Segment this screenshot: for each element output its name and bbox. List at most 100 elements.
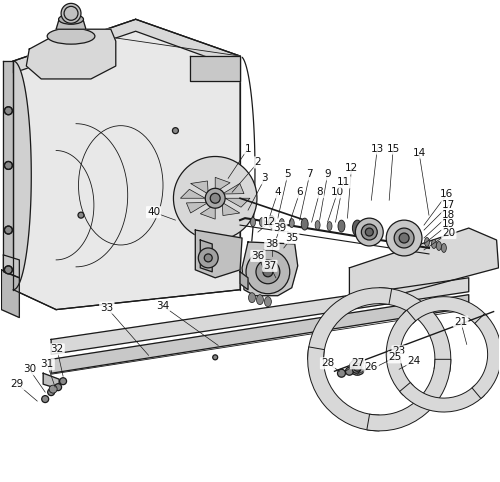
Circle shape — [256, 260, 280, 284]
Text: 2: 2 — [254, 158, 262, 167]
Circle shape — [198, 248, 218, 268]
Polygon shape — [190, 56, 240, 81]
Circle shape — [352, 365, 360, 373]
Polygon shape — [180, 189, 206, 198]
Ellipse shape — [301, 218, 308, 230]
Polygon shape — [51, 295, 469, 373]
Text: 1: 1 — [244, 144, 252, 154]
Text: 11: 11 — [337, 177, 350, 187]
Ellipse shape — [280, 219, 284, 228]
Ellipse shape — [327, 222, 332, 230]
Text: 19: 19 — [442, 219, 456, 229]
Text: 4: 4 — [274, 187, 281, 197]
Polygon shape — [51, 278, 469, 354]
Circle shape — [61, 3, 81, 23]
Text: 7: 7 — [306, 169, 313, 179]
Polygon shape — [222, 202, 240, 215]
Circle shape — [366, 228, 374, 236]
Text: 3: 3 — [262, 174, 268, 183]
Text: 39: 39 — [273, 223, 286, 233]
Polygon shape — [186, 202, 208, 213]
Circle shape — [338, 369, 345, 377]
Circle shape — [60, 378, 66, 385]
Text: 31: 31 — [40, 359, 54, 369]
Polygon shape — [26, 29, 116, 79]
Text: 14: 14 — [412, 147, 426, 158]
Polygon shape — [14, 19, 240, 309]
Ellipse shape — [424, 238, 430, 246]
Ellipse shape — [49, 385, 57, 393]
Polygon shape — [240, 272, 248, 290]
Circle shape — [4, 161, 12, 169]
Circle shape — [4, 266, 12, 274]
Text: 36: 36 — [252, 251, 264, 261]
Ellipse shape — [268, 216, 276, 228]
Circle shape — [399, 233, 409, 243]
Text: 16: 16 — [440, 189, 454, 199]
Text: 5: 5 — [284, 169, 291, 179]
Text: 6: 6 — [296, 187, 303, 197]
Wedge shape — [386, 310, 416, 395]
Text: 27: 27 — [351, 358, 364, 368]
Circle shape — [210, 193, 220, 203]
Text: 25: 25 — [388, 352, 402, 362]
Ellipse shape — [250, 218, 256, 227]
Text: 8: 8 — [316, 187, 323, 197]
Text: 12: 12 — [264, 217, 276, 227]
Polygon shape — [242, 242, 298, 295]
Circle shape — [172, 128, 178, 134]
Polygon shape — [350, 228, 498, 308]
Circle shape — [394, 228, 414, 248]
Wedge shape — [400, 382, 484, 412]
Text: 35: 35 — [285, 233, 298, 243]
Text: 9: 9 — [324, 169, 331, 179]
Text: 12: 12 — [345, 163, 358, 174]
Circle shape — [386, 220, 422, 256]
Polygon shape — [4, 61, 14, 290]
Wedge shape — [308, 288, 392, 359]
Ellipse shape — [58, 14, 84, 24]
Polygon shape — [190, 181, 208, 194]
Ellipse shape — [47, 28, 95, 44]
Text: 38: 38 — [265, 239, 278, 249]
Polygon shape — [200, 204, 215, 219]
Text: 33: 33 — [100, 303, 114, 313]
Circle shape — [206, 188, 225, 208]
Wedge shape — [380, 288, 451, 372]
Circle shape — [4, 226, 12, 234]
Polygon shape — [2, 270, 20, 318]
Ellipse shape — [315, 221, 320, 229]
Ellipse shape — [290, 219, 294, 228]
Wedge shape — [403, 297, 488, 326]
Text: 30: 30 — [22, 364, 36, 374]
Text: 20: 20 — [442, 228, 456, 238]
Ellipse shape — [442, 243, 446, 253]
Polygon shape — [215, 177, 230, 192]
Ellipse shape — [260, 218, 264, 227]
Circle shape — [48, 388, 54, 396]
Wedge shape — [472, 314, 500, 399]
Text: 10: 10 — [331, 187, 344, 197]
Circle shape — [263, 267, 273, 277]
Text: 18: 18 — [442, 210, 456, 220]
Wedge shape — [308, 347, 380, 431]
Text: 32: 32 — [50, 344, 64, 354]
Text: 28: 28 — [321, 358, 334, 368]
Circle shape — [212, 355, 218, 360]
Polygon shape — [225, 198, 250, 207]
Circle shape — [356, 218, 383, 246]
Polygon shape — [14, 61, 32, 290]
Text: 34: 34 — [156, 301, 169, 310]
Circle shape — [4, 107, 12, 115]
Text: 13: 13 — [370, 144, 384, 154]
Ellipse shape — [248, 293, 256, 303]
Text: 23: 23 — [392, 347, 406, 356]
Circle shape — [362, 224, 378, 240]
Polygon shape — [14, 19, 240, 73]
Circle shape — [42, 396, 48, 402]
Ellipse shape — [338, 220, 345, 232]
Circle shape — [350, 359, 366, 375]
Text: 17: 17 — [442, 200, 456, 210]
Polygon shape — [43, 373, 59, 389]
Polygon shape — [200, 240, 212, 272]
